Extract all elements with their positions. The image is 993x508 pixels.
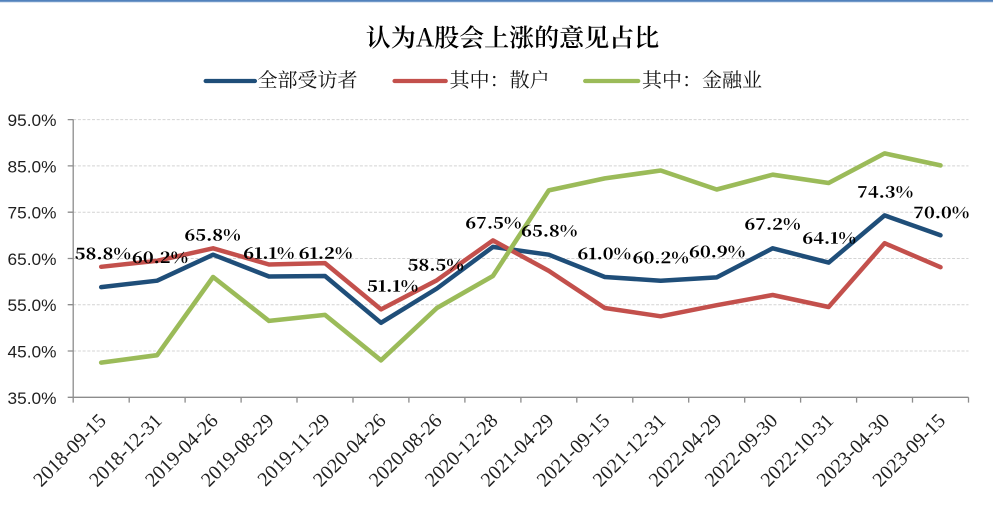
svg-text:65.0%: 65.0% xyxy=(8,251,57,269)
svg-text:55.0%: 55.0% xyxy=(8,297,57,315)
svg-text:85.0%: 85.0% xyxy=(8,158,57,176)
svg-text:45.0%: 45.0% xyxy=(8,344,57,362)
svg-text:95.0%: 95.0% xyxy=(8,112,57,130)
svg-text:75.0%: 75.0% xyxy=(8,205,57,223)
svg-text:35.0%: 35.0% xyxy=(8,390,57,408)
